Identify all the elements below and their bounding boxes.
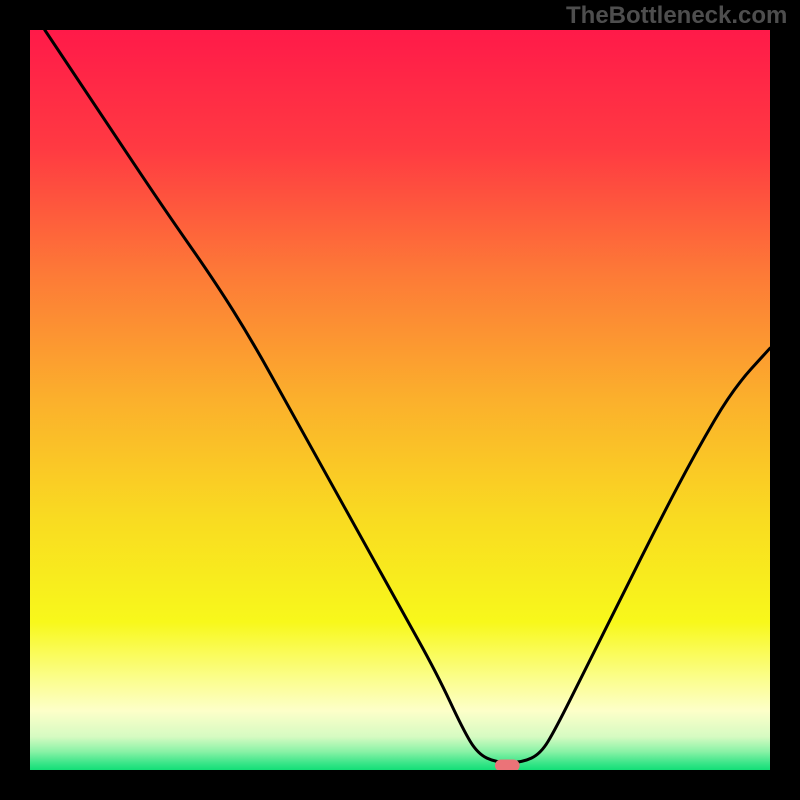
optimal-marker — [495, 760, 519, 771]
bottleneck-chart — [0, 0, 800, 800]
plot-background-gradient — [30, 30, 770, 770]
credit-label: TheBottleneck.com — [566, 2, 787, 30]
chart-container: TheBottleneck.com — [0, 0, 800, 800]
